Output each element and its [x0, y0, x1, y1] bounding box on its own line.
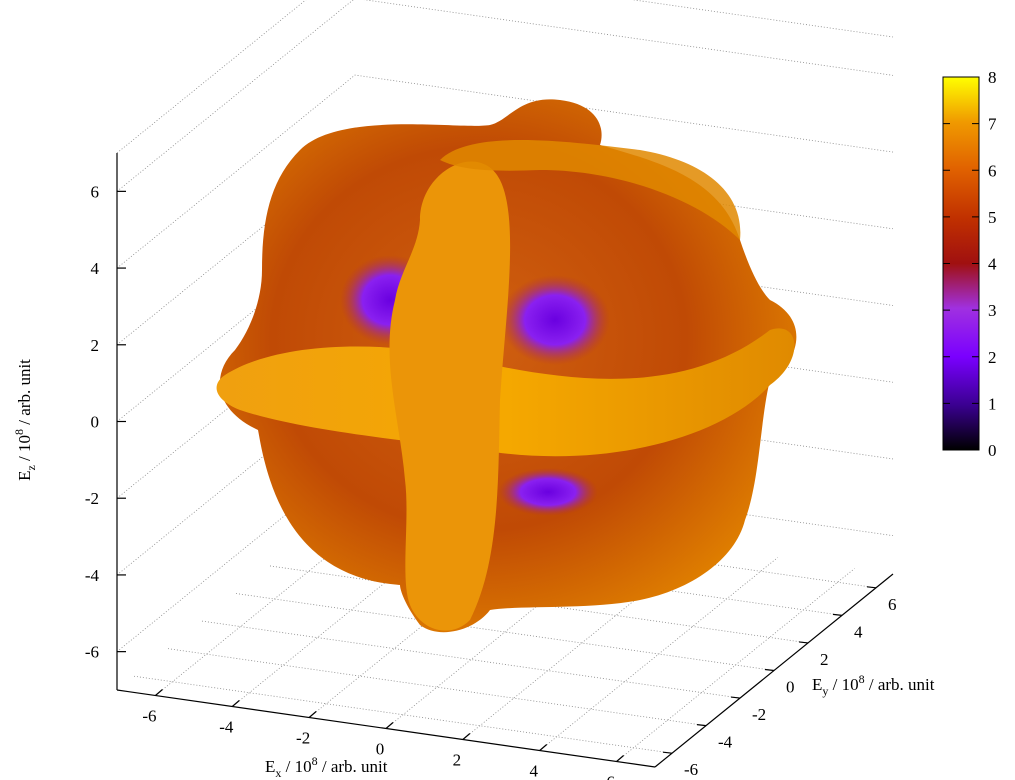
z-tick-label: -2 — [85, 489, 99, 508]
floor-gridline-x — [539, 557, 778, 751]
y-tick-label: -6 — [684, 760, 698, 779]
colorbar-tick-label: 0 — [988, 441, 997, 460]
colorbar-tick-label: 5 — [988, 208, 997, 227]
ring-back — [440, 140, 741, 240]
x-tick — [616, 755, 624, 762]
surface-shell — [219, 99, 797, 633]
colorbar-tick-label: 3 — [988, 301, 997, 320]
x-tick-label: -4 — [219, 718, 234, 737]
colorbar-tick-label: 2 — [988, 348, 997, 367]
z-tick-label: -4 — [85, 566, 100, 585]
x-tick-label: 2 — [453, 751, 462, 770]
y-tick — [662, 751, 673, 754]
floor-gridline-y — [269, 565, 809, 644]
z-tick-label: 0 — [91, 413, 100, 432]
colorbar: 0 1 2 3 4 5 6 7 8 — [942, 68, 997, 460]
z-tick-label: -6 — [85, 643, 99, 662]
colorbar-tick-label: 1 — [988, 394, 997, 413]
x-tick — [155, 689, 163, 696]
colorbar-tick-labels: 0 1 2 3 4 5 6 7 8 — [988, 68, 997, 460]
colorbar-tick-label: 7 — [988, 115, 997, 134]
y-tick — [696, 724, 707, 727]
tick-marks — [117, 190, 877, 762]
x-tick — [231, 700, 240, 707]
colorbar-tick-label: 4 — [988, 255, 997, 274]
y-tick-label: 4 — [854, 622, 863, 641]
z-axis-label: Ez / 108 / arb. unit — [12, 359, 38, 481]
x-axis-label: Ex / 108 / arb. unit — [265, 754, 388, 780]
ring-vertical — [389, 161, 511, 631]
y-tick — [798, 641, 809, 644]
pit-lower — [498, 468, 598, 516]
x-tick — [462, 733, 471, 740]
colorbar-ticks — [943, 76, 979, 451]
y-tick-label: 2 — [820, 650, 829, 669]
x-tick — [308, 711, 317, 718]
surface-body — [216, 99, 797, 633]
x-tick-label: 0 — [376, 740, 385, 759]
ring-horizontal — [216, 328, 795, 457]
colorbar-tick-label: 8 — [988, 68, 997, 87]
y-tick-label: 0 — [786, 678, 795, 697]
wall-top-edge — [116, 0, 894, 154]
z-tick-label: 6 — [91, 182, 100, 201]
x-tick-label: -2 — [296, 729, 310, 748]
floor-gridline-y — [167, 648, 707, 727]
y-tick-label: -4 — [718, 733, 733, 752]
y-tick — [764, 668, 775, 672]
tick-labels: -6 -4 -2 0 2 4 6 -6 -4 -2 0 2 4 6 -6 -4 -2 0 2 4 6 — [85, 182, 897, 780]
floor-gridline-y — [235, 593, 775, 671]
x-tick — [539, 744, 548, 751]
floor-gridline-y — [133, 675, 673, 754]
colorbar-tick-label: 6 — [988, 161, 997, 180]
pit-right-upper — [500, 275, 610, 365]
wall-gridline-z — [116, 74, 894, 269]
x-tick — [385, 722, 394, 729]
x-tick-label: 4 — [529, 762, 538, 780]
y-tick — [832, 613, 843, 616]
z-tick-label: 4 — [91, 259, 100, 278]
y-tick — [866, 586, 877, 589]
x-tick-label: 6 — [606, 773, 615, 780]
x-tick-label: -6 — [142, 707, 156, 726]
wall-gridline-z — [116, 0, 894, 192]
floor-gridline-y — [201, 620, 741, 699]
axis-labels: Ez / 108 / arb. unit Ex / 108 / arb. uni… — [12, 359, 935, 780]
z-tick-label: 2 — [91, 336, 100, 355]
y-tick-label: -2 — [752, 705, 766, 724]
y-tick — [730, 696, 741, 699]
y-axis-label: Ey / 108 / arb. unit — [812, 672, 935, 698]
y-tick-label: 6 — [888, 595, 897, 614]
